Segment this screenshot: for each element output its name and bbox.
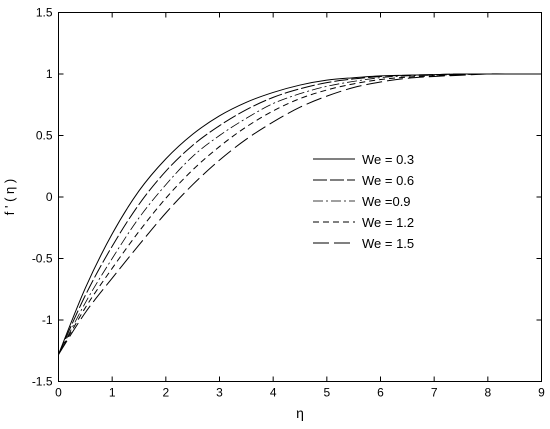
series-line-1 [58,73,542,355]
y-tick-label: 1.5 [36,6,53,20]
x-tick-label: 2 [162,386,169,400]
series-layer [58,73,542,355]
series-line-2 [58,73,542,355]
y-axis: -1.5 -1 -0.5 0 0.5 1 1.5 [32,6,542,389]
x-axis-label: η [296,405,304,421]
x-tick-label: 4 [270,386,277,400]
legend-label-2: We = 0.6 [362,173,414,188]
plot-area [58,12,542,382]
series-line-5 [58,73,542,355]
x-tick-label: 8 [484,386,491,400]
x-tick-label: 5 [323,386,330,400]
x-axis: 0 1 2 3 4 5 6 7 8 9 [55,12,545,400]
x-tick-label: 3 [216,386,223,400]
y-tick-label: 1 [46,67,53,81]
y-tick-label: -1 [42,313,53,327]
series-line-4 [58,73,542,355]
y-tick-label: -0.5 [32,252,53,266]
y-tick-label: -1.5 [32,375,53,389]
x-tick-label: 9 [538,386,545,400]
y-tick-label: 0 [46,190,53,204]
legend: We = 0.3 We = 0.6 We =0.9 We = 1.2 We = 1.5 [313,152,414,251]
x-tick-label: 7 [431,386,438,400]
x-tick-label: 1 [109,386,116,400]
x-tick-label: 0 [55,386,62,400]
series-line-3 [58,73,542,355]
axes-frame [58,12,542,382]
legend-label-1: We = 0.3 [362,152,414,167]
x-tick-label: 6 [377,386,384,400]
legend-label-4: We = 1.2 [362,215,414,230]
legend-label-5: We = 1.5 [362,236,414,251]
y-axis-label: f ' ( η ) [2,179,17,215]
y-tick-label: 0.5 [36,129,53,143]
legend-label-3: We =0.9 [362,194,411,209]
